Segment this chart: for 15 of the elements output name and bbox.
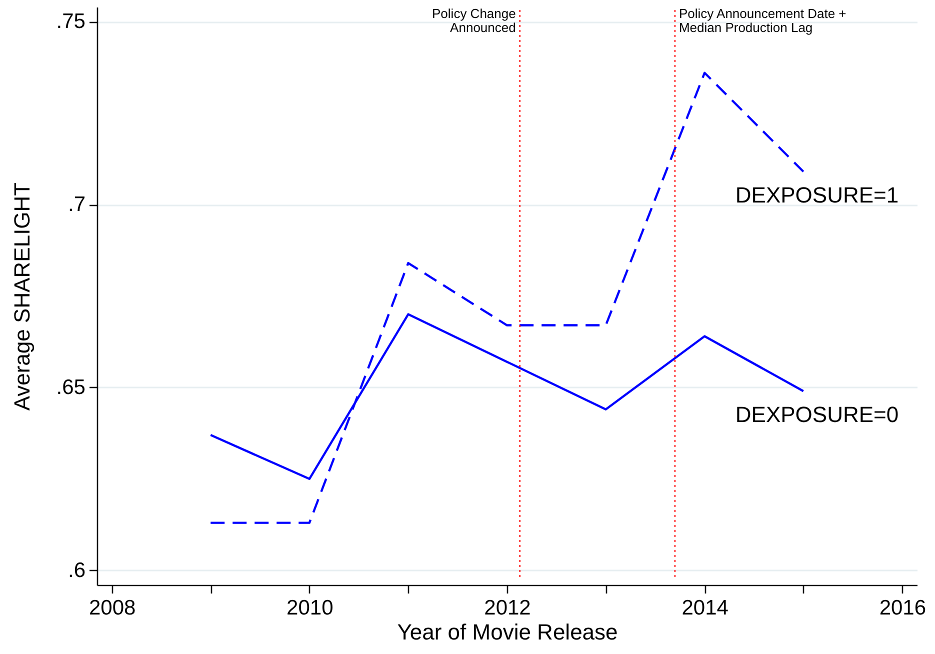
series-label: DEXPOSURE=0 <box>735 402 899 428</box>
series-label: DEXPOSURE=1 <box>735 182 899 208</box>
y-tick-label: .6 <box>68 558 86 582</box>
y-axis-title: Average SHARELIGHT <box>9 182 34 411</box>
y-tick-label: .75 <box>56 10 86 34</box>
x-tick-label: 2014 <box>682 596 729 620</box>
y-tick-label: .65 <box>56 376 86 399</box>
x-tick-label: 2012 <box>484 596 531 620</box>
ref-line-label: Policy Announcement Date + Median Production Lag <box>678 6 846 35</box>
ref-line-label: Policy Change Announced <box>432 6 516 35</box>
y-tick-label: .7 <box>68 193 86 216</box>
x-tick-label: 2010 <box>286 596 334 620</box>
x-axis-title: Year of Movie Release <box>397 620 618 644</box>
x-tick-label: 2008 <box>88 596 136 620</box>
x-tick-label: 2016 <box>879 596 926 620</box>
